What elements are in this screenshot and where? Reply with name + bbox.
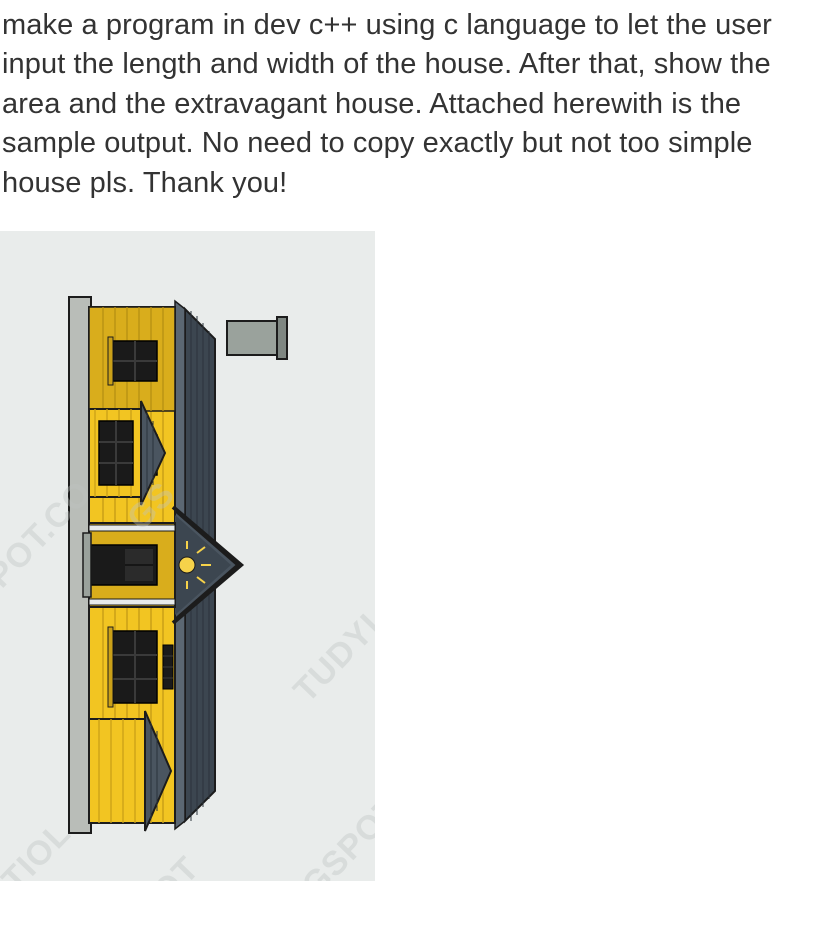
- house-svg: [0, 231, 375, 881]
- house-sample-image: POT.CO GITIOL GS OT TUDYI LOGSPOT: [0, 231, 375, 881]
- question-text: make a program in dev c++ using c langua…: [0, 0, 828, 203]
